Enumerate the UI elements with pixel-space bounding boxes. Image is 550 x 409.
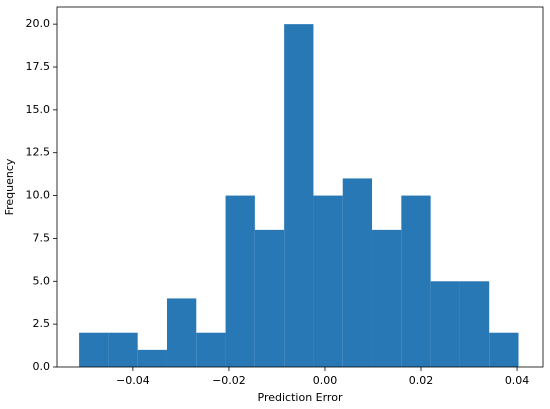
- bar: [137, 349, 167, 367]
- y-tick-label: 15.0: [26, 103, 51, 116]
- x-tick-label: −0.02: [212, 374, 246, 387]
- y-tick-label: 10.0: [26, 189, 51, 202]
- y-tick-label: 2.5: [33, 317, 51, 330]
- plot-frame: [56, 6, 544, 368]
- x-tick-label: −0.04: [116, 374, 150, 387]
- bar: [430, 281, 460, 367]
- bar: [196, 332, 226, 367]
- bar: [401, 195, 431, 367]
- y-tick-label: 17.5: [26, 60, 51, 73]
- bar: [459, 281, 490, 367]
- bar: [372, 229, 402, 367]
- bar: [166, 298, 197, 367]
- bar: [108, 332, 138, 367]
- bar: [313, 195, 343, 367]
- x-tick-label: 0.04: [505, 374, 530, 387]
- bar: [225, 195, 255, 367]
- x-tick-label: 0.02: [409, 374, 434, 387]
- y-tick-label: 20.0: [26, 17, 51, 30]
- x-tick-label: 0.00: [313, 374, 338, 387]
- y-tick-label: 12.5: [26, 146, 51, 159]
- y-axis-label: Frequency: [3, 158, 16, 215]
- bar: [489, 332, 519, 367]
- y-tick-label: 0.0: [33, 360, 51, 373]
- y-tick-label: 7.5: [33, 231, 51, 244]
- bar: [284, 24, 314, 368]
- x-axis-label: Prediction Error: [258, 391, 343, 404]
- bar: [254, 229, 285, 367]
- bar: [342, 178, 373, 367]
- bar: [79, 332, 109, 367]
- y-tick-label: 5.0: [33, 274, 51, 287]
